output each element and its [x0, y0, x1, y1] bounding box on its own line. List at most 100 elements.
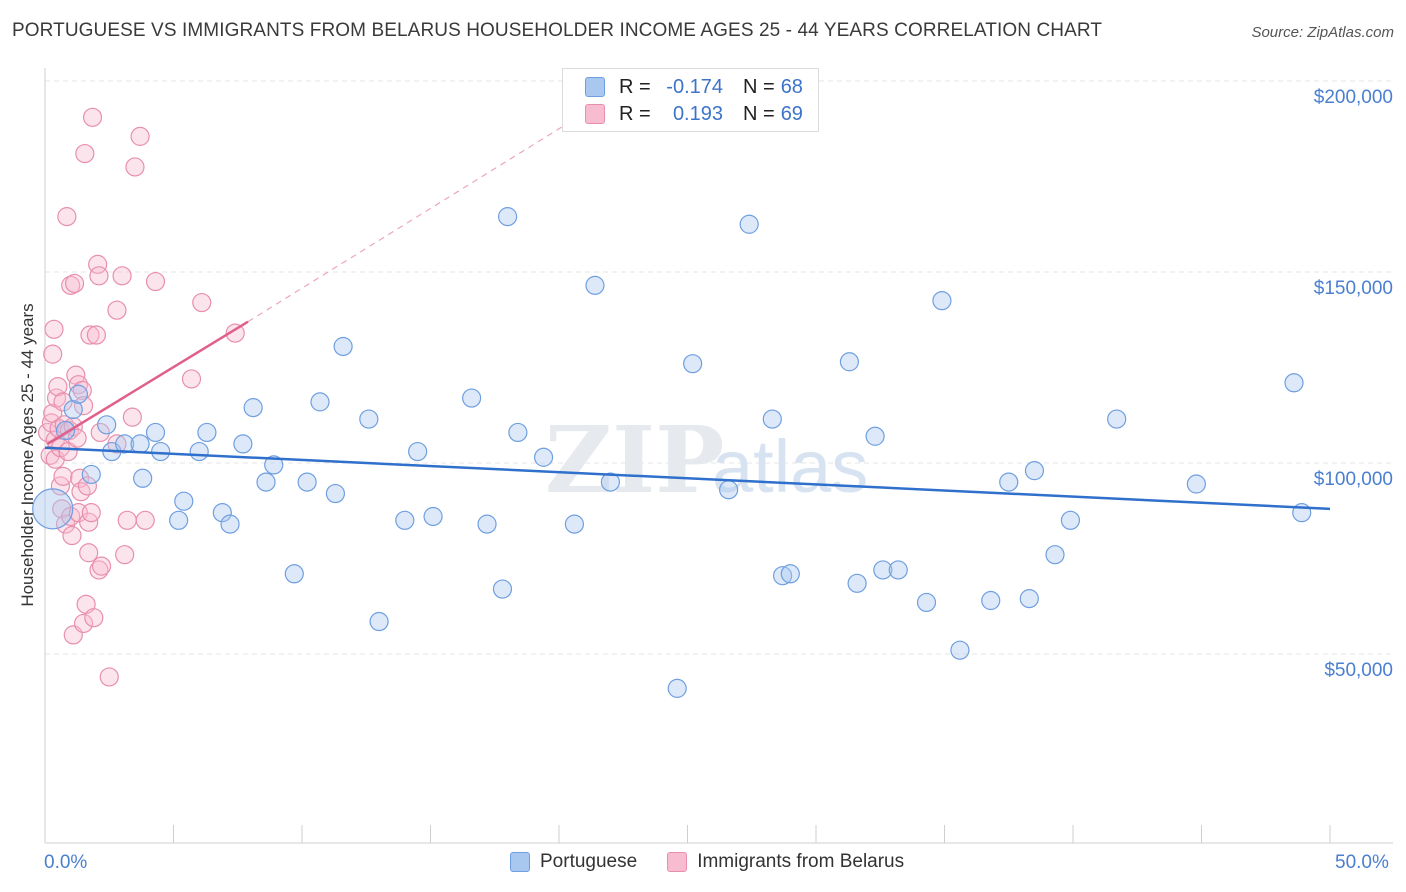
source-label: Source: ZipAtlas.com	[1251, 24, 1394, 41]
data-point	[115, 434, 135, 454]
legend-row-belarus: R = 0.193 N = 69	[585, 102, 803, 126]
data-point	[84, 608, 104, 628]
data-point	[762, 409, 782, 429]
data-point	[67, 428, 87, 448]
data-point	[264, 455, 284, 475]
data-point	[220, 514, 240, 534]
series-legend: Portuguese Immigrants from Belarus	[510, 851, 934, 873]
y-tick-label: $50,000	[1324, 660, 1393, 681]
data-point	[77, 476, 98, 496]
data-point	[117, 510, 137, 530]
data-point	[90, 422, 110, 443]
y-tick-label: $150,000	[1314, 278, 1393, 299]
watermark-zip: ZIP	[545, 406, 724, 514]
data-point	[423, 506, 443, 527]
data-point	[212, 503, 232, 523]
data-point	[1060, 510, 1081, 530]
data-point	[145, 271, 166, 292]
data-point	[981, 590, 1001, 611]
data-point	[80, 325, 100, 345]
data-point	[932, 291, 952, 311]
legend-label-portuguese: Portuguese	[540, 851, 638, 872]
data-point	[189, 441, 209, 462]
data-point	[865, 426, 885, 446]
data-point	[772, 566, 793, 586]
data-point	[174, 491, 194, 511]
legend-n-value: 69	[780, 102, 803, 125]
series-portuguese-points	[32, 207, 1312, 698]
data-point	[99, 667, 119, 687]
data-point	[82, 107, 103, 127]
data-point	[72, 380, 92, 401]
legend-swatch-blue	[585, 77, 605, 97]
data-point	[847, 573, 867, 593]
legend-n-label: N =	[743, 102, 775, 125]
data-point	[53, 392, 73, 412]
data-point	[508, 422, 528, 443]
data-point	[1107, 409, 1127, 429]
data-point	[135, 510, 155, 530]
data-point	[58, 441, 78, 462]
legend-label-belarus: Immigrants from Belarus	[697, 851, 905, 872]
data-point	[122, 407, 142, 427]
data-point	[256, 472, 276, 492]
legend-n-label: N =	[743, 75, 775, 98]
data-point	[73, 396, 94, 416]
legend-n-value: 68	[780, 75, 803, 98]
data-point	[130, 126, 150, 146]
data-point	[197, 422, 217, 443]
data-point	[683, 354, 703, 374]
data-point	[564, 514, 585, 534]
data-point	[780, 564, 800, 584]
legend-item-portuguese[interactable]: Portuguese	[510, 851, 637, 873]
data-point	[68, 384, 89, 404]
data-point	[498, 207, 518, 227]
data-point	[181, 369, 202, 389]
data-point	[1045, 545, 1065, 565]
data-point	[32, 488, 74, 530]
x-tick-max: 50.0%	[1335, 852, 1389, 873]
y-tick-label: $100,000	[1314, 469, 1393, 490]
data-point	[145, 422, 166, 443]
data-point	[192, 292, 212, 313]
data-point	[63, 399, 83, 420]
data-point	[359, 409, 379, 429]
trend-lines	[44, 118, 1331, 511]
data-point	[1019, 589, 1039, 609]
legend-swatch-pink	[585, 104, 605, 124]
legend-swatch-blue	[510, 852, 530, 872]
axes	[44, 68, 1393, 844]
data-point	[40, 445, 60, 465]
trend-line-belarus-extension	[247, 118, 575, 323]
data-point	[125, 157, 145, 177]
data-point	[81, 464, 101, 485]
data-point	[297, 472, 317, 492]
data-point	[115, 545, 135, 565]
data-point	[916, 592, 937, 613]
legend-r-label: R =	[619, 75, 651, 98]
data-point	[1284, 373, 1304, 393]
data-point	[839, 352, 860, 372]
data-point	[79, 543, 99, 563]
y-tick-labels: $50,000 $100,000 $150,000 $200,000	[1314, 87, 1393, 681]
data-point	[284, 564, 304, 584]
data-point	[492, 579, 513, 599]
data-point	[325, 483, 346, 504]
data-point	[133, 468, 153, 488]
chart-title: PORTUGUESE VS IMMIGRANTS FROM BELARUS HO…	[12, 20, 1103, 41]
data-point	[86, 325, 107, 345]
watermark: ZIP atlas	[545, 406, 868, 514]
data-point	[600, 472, 621, 492]
y-tick-label: $200,000	[1314, 87, 1393, 108]
data-point	[369, 611, 389, 632]
data-point	[130, 434, 150, 454]
data-point	[1186, 474, 1206, 494]
x-tick-min: 0.0%	[44, 852, 88, 873]
legend-r-value: -0.174	[666, 75, 723, 98]
data-point	[112, 266, 132, 286]
data-point	[1024, 461, 1045, 481]
data-point	[333, 336, 353, 357]
legend-item-belarus[interactable]: Immigrants from Belarus	[667, 851, 904, 873]
legend-r-label: R =	[619, 102, 651, 125]
